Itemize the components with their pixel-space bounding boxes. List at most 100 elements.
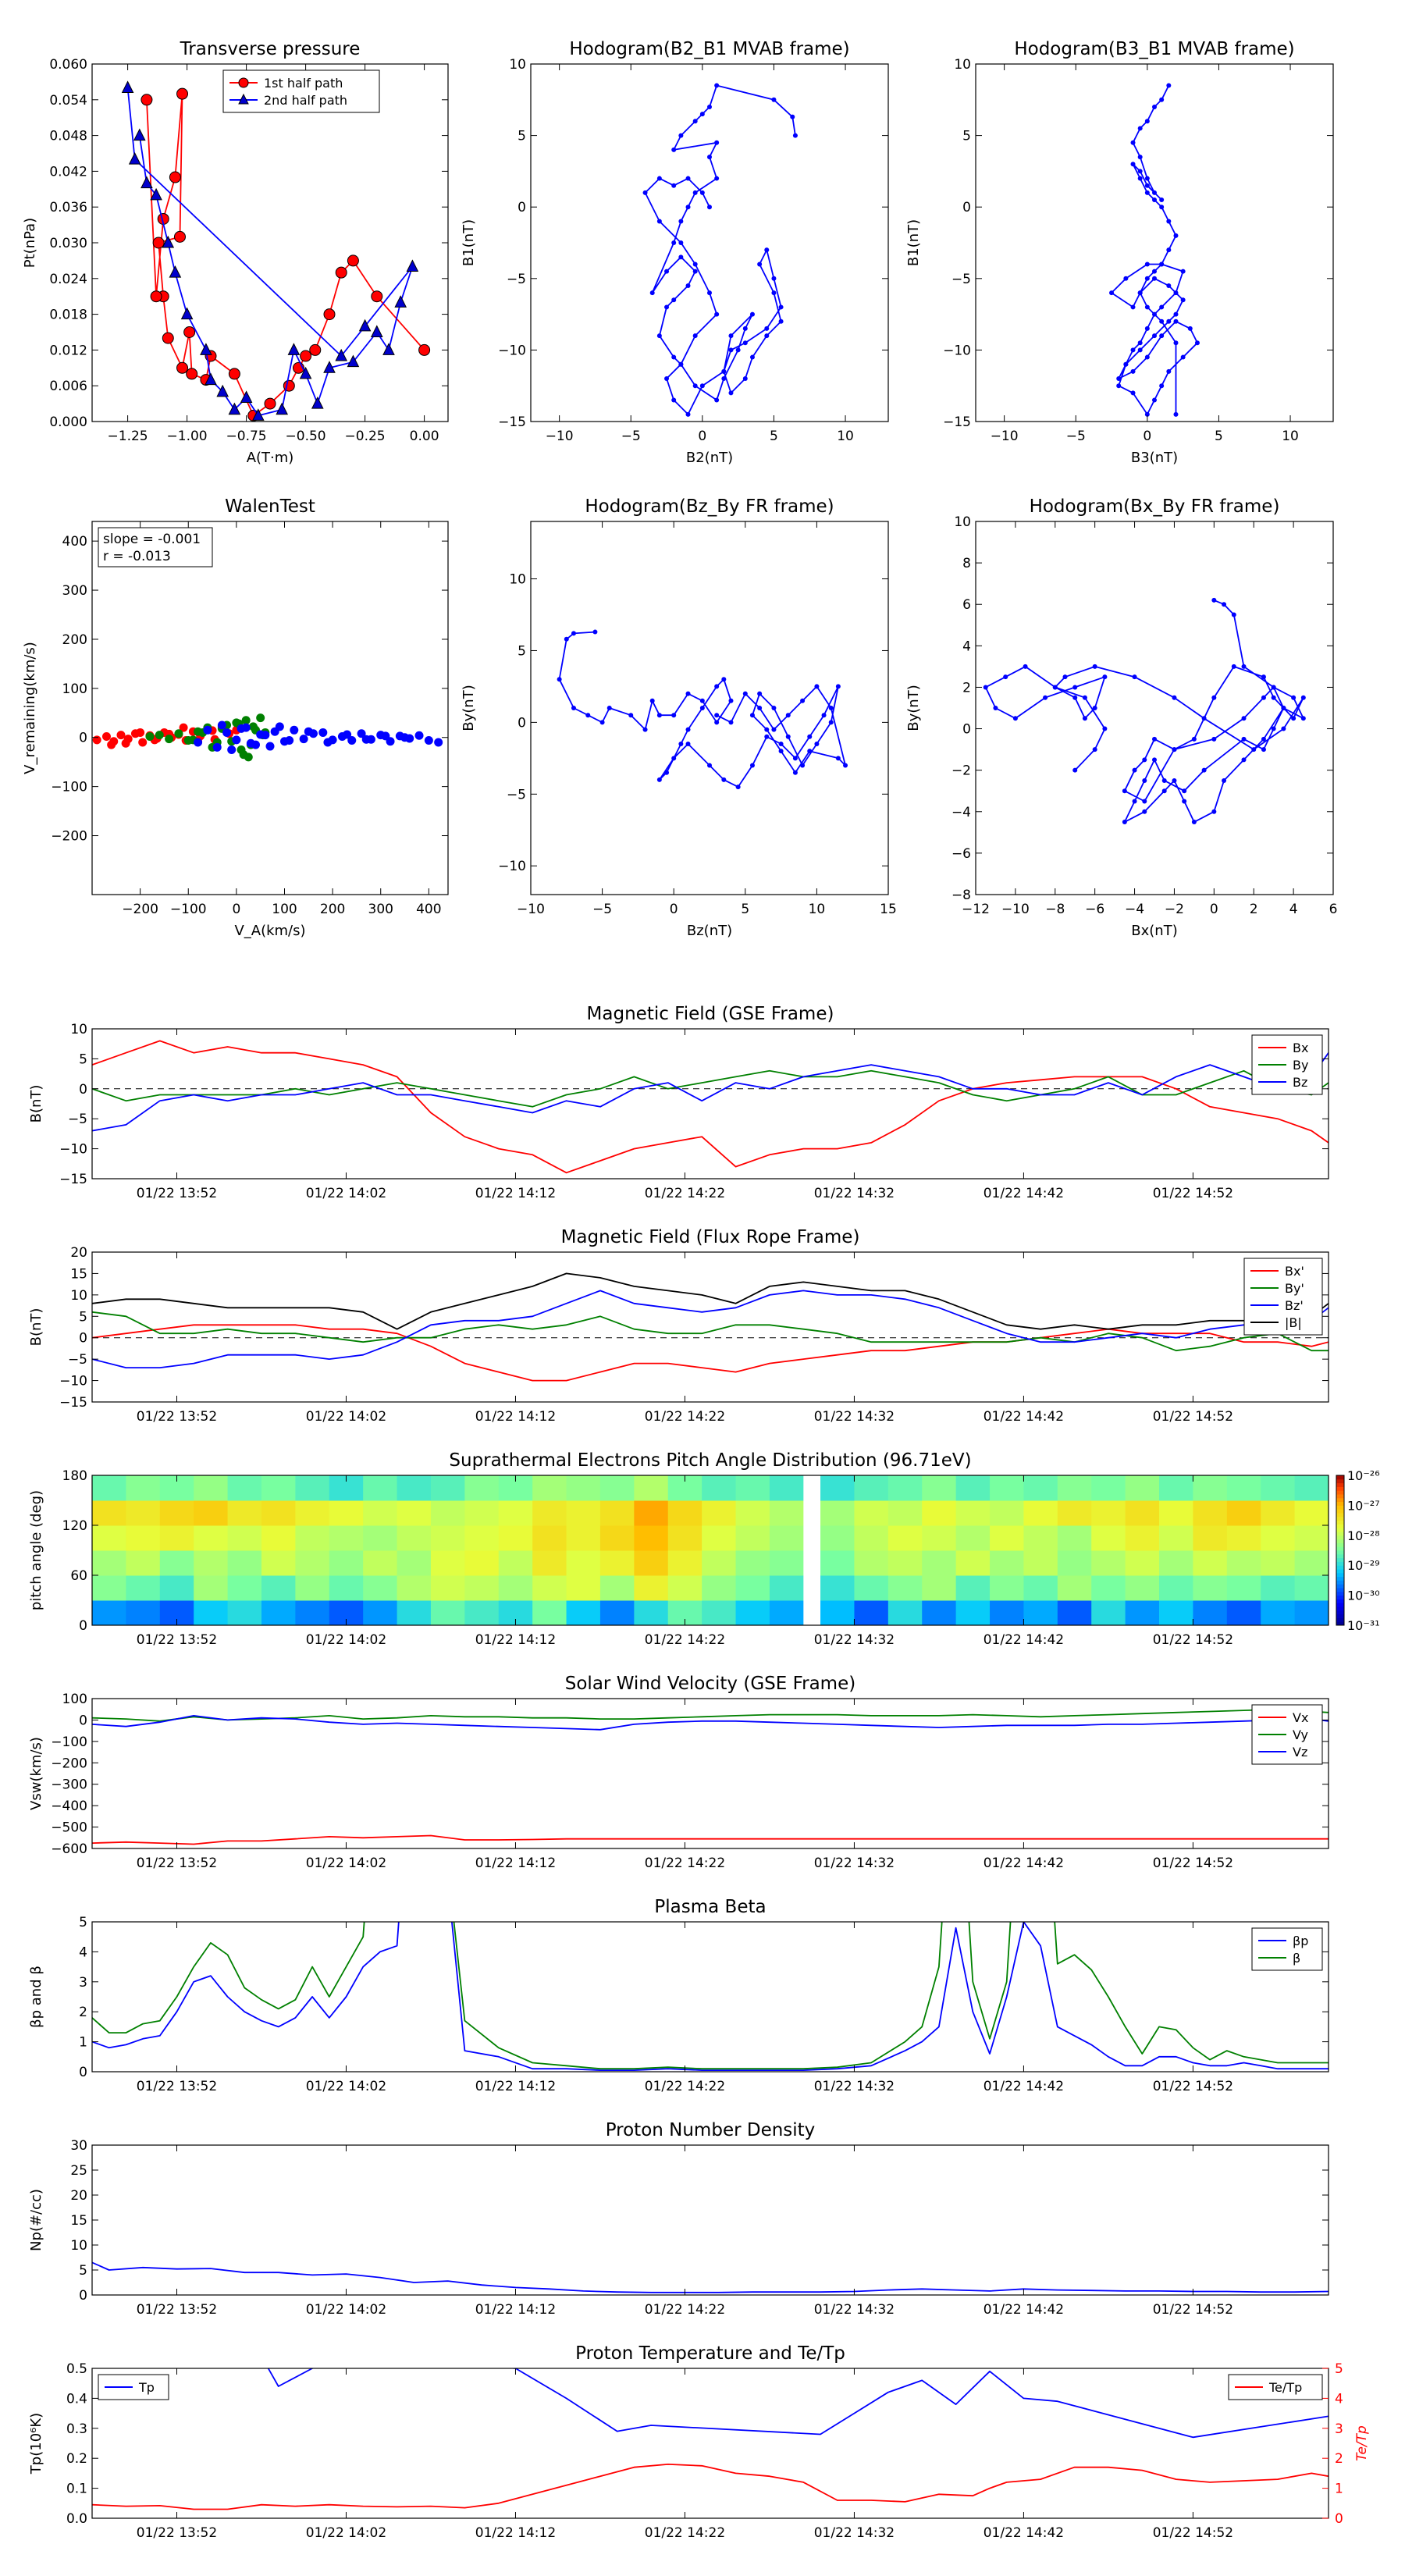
hodogram-path [558, 631, 846, 788]
legend-marker [238, 93, 249, 105]
hodogram-point [656, 333, 662, 339]
heatmap-cell [667, 1575, 702, 1601]
hodogram-point [983, 685, 988, 690]
heatmap-cell [1057, 1525, 1092, 1551]
heatmap-cell [126, 1575, 161, 1601]
data-point-circle [300, 350, 312, 362]
heatmap-cell [566, 1475, 601, 1501]
y-axis: −200 −100 0 100 200 300 400 [51, 534, 448, 845]
hodogram-point [1173, 233, 1179, 238]
data-point-triangle [382, 343, 395, 355]
heatmap-cell [329, 1500, 364, 1526]
data-point [217, 720, 226, 730]
y-tick-label: 0 [518, 200, 526, 215]
hodogram-point [714, 311, 720, 317]
heatmap-cell [769, 1600, 804, 1625]
heatmap-cell [1261, 1575, 1296, 1601]
legend-box [222, 69, 380, 113]
x-tick-label: −2 [1165, 902, 1184, 917]
data-point [107, 740, 116, 749]
x-axis: −1.25 −1.00 −0.75 −0.50 −0.25 0.00 [108, 64, 439, 444]
data-point [101, 731, 111, 741]
x-axis: −12 −10 −8 −6 −4 −2 0 2 4 6 [962, 521, 1337, 917]
y-tick-label: 0.060 [49, 57, 87, 73]
y-tick-label-right: 2 [1335, 2451, 1343, 2467]
y-tick-label: 0.030 [49, 236, 87, 251]
y-axis: 0.000 0.006 0.012 0.018 0.024 0.030 0.036 0.042… [49, 57, 448, 430]
heatmap-cell [887, 1600, 923, 1625]
heatmap-cell [566, 1525, 601, 1551]
hodogram-point [1082, 716, 1087, 721]
hodogram-point [1109, 290, 1115, 296]
hodogram-point [1003, 674, 1008, 680]
x-axis: 01/22 13:52 01/22 14:02 01/22 14:12 01/22 1… [137, 1699, 1233, 1871]
hodogram-point [678, 361, 684, 367]
hodogram-point [1241, 664, 1247, 669]
chart-title: Proton Temperature and Te/Tp [575, 2343, 845, 2364]
hodogram-point [792, 756, 798, 761]
x-axis: −200 −100 0 100 200 300 400 [122, 521, 442, 917]
chart-title: Plasma Beta [654, 1897, 766, 1917]
legend-label: By [1293, 1058, 1308, 1073]
hodogram-point [1241, 736, 1247, 742]
colorbar-segment [1336, 1576, 1344, 1581]
x-tick-label: −4 [1125, 902, 1144, 917]
data-point [138, 738, 148, 747]
data-gap [803, 1475, 817, 1625]
hodogram-point [771, 706, 777, 710]
plot-frame [975, 521, 1334, 895]
hodogram-point [1161, 777, 1167, 783]
heatmap-cell [227, 1550, 262, 1576]
x-tick-label: 01/22 14:12 [475, 2525, 556, 2541]
colorbar-segment [1336, 1550, 1344, 1555]
heatmap-cell [430, 1525, 465, 1551]
heatmap-cell [1057, 1500, 1092, 1526]
colorbar-segment [1336, 1561, 1344, 1566]
heatmap-cell [1057, 1600, 1092, 1625]
hodogram-point [1132, 799, 1137, 804]
hodogram-point [671, 756, 677, 761]
data-point-triangle [150, 187, 162, 201]
data-point [165, 735, 174, 744]
heatmap-cell [261, 1550, 296, 1576]
hodogram-point [1144, 304, 1150, 310]
hodogram-point [1102, 674, 1108, 680]
heatmap-cell [922, 1525, 957, 1551]
heatmap-cell [464, 1475, 500, 1501]
data-point [424, 736, 433, 745]
x-tick-label: 01/22 14:22 [645, 2302, 725, 2318]
x-tick-label: 01/22 14:52 [1153, 1856, 1233, 1871]
y-tick-label: −15 [59, 1395, 87, 1411]
heatmap-cell [261, 1500, 296, 1526]
hodogram-point [557, 677, 562, 682]
hodogram-point [778, 318, 784, 324]
data-layer [92, 1922, 1329, 2072]
hodogram-point [685, 691, 691, 696]
hodogram-point [1122, 788, 1127, 794]
hodogram-point [1261, 736, 1266, 742]
heatmap-cell [955, 1550, 991, 1576]
hodogram-point [699, 383, 705, 389]
y-tick-label: 0.5 [66, 2361, 87, 2377]
series-line-0 [146, 93, 425, 417]
data-point [121, 738, 130, 748]
hodogram-point [1211, 736, 1217, 742]
heatmap-cell [735, 1475, 770, 1501]
hodogram-point [790, 114, 795, 119]
hodogram-point [1172, 747, 1177, 753]
heatmap-cell [159, 1525, 194, 1551]
x-tick-label: 01/22 14:12 [475, 1409, 556, 1425]
x-tick-label: −200 [122, 902, 158, 917]
hodogram-point [714, 713, 720, 718]
y-tick-label: 8 [962, 556, 971, 571]
y-tick-label: −200 [51, 1756, 87, 1771]
series-line-1 [92, 1311, 1329, 1352]
y-tick-label: 15 [70, 1266, 87, 1282]
legend: Tp [98, 2374, 169, 2400]
data-point [203, 725, 212, 735]
x-axis-label: V_A(km/s) [234, 923, 305, 939]
y-tick-label: 200 [62, 632, 87, 648]
x-tick-label: 10 [837, 429, 854, 444]
heatmap-cell [769, 1575, 804, 1601]
